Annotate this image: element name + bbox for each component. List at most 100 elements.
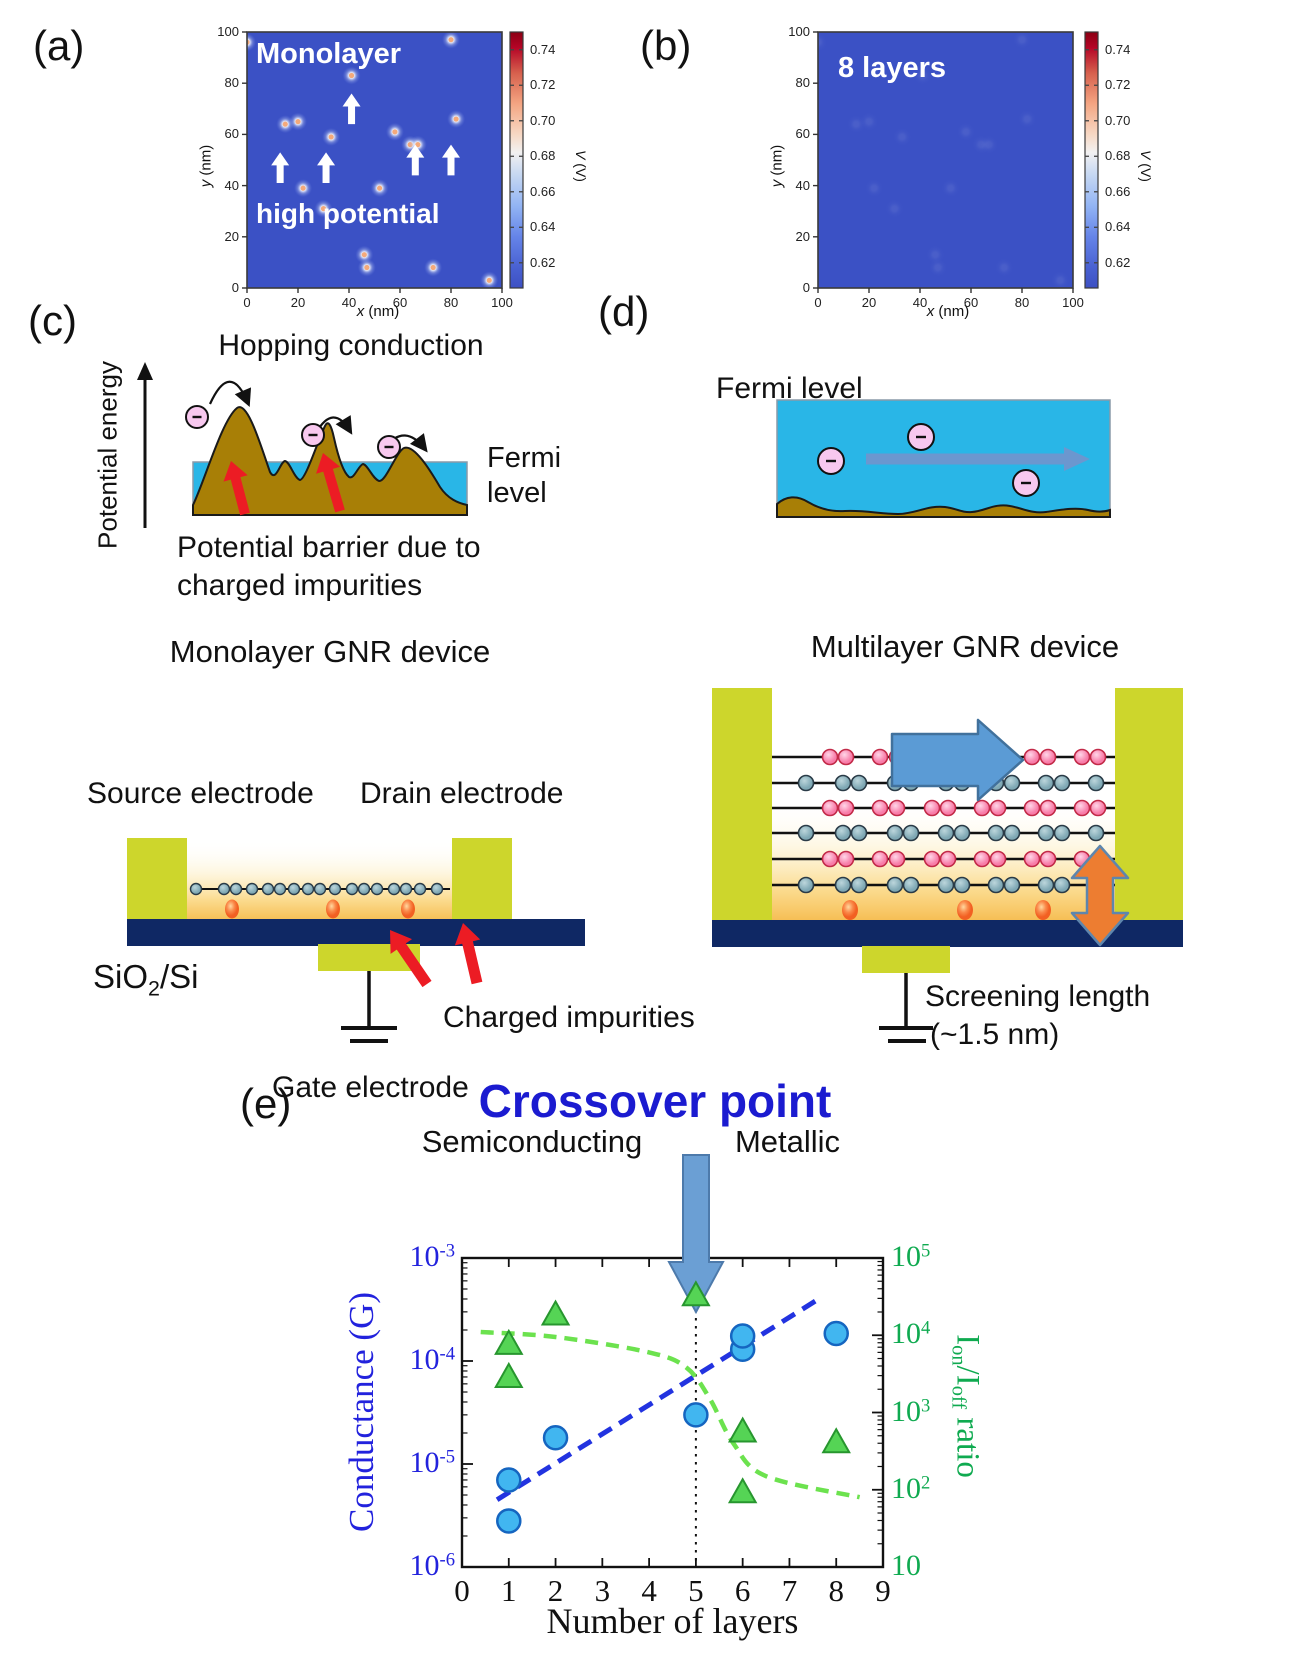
- heatmap-b-x-tick: 0: [814, 295, 822, 310]
- carbon-atom-icon: [301, 882, 315, 896]
- impurity-spot-core: [348, 72, 355, 79]
- impurity-spot-core: [320, 206, 327, 212]
- carbon-atom-icon: [902, 876, 920, 894]
- heatmap-a-x-axis-label: x (nm): [356, 303, 400, 320]
- source-electrode-tall: [712, 688, 772, 921]
- heatmap-a-y-tick: 60: [224, 126, 239, 142]
- chart-x-tick: 5: [688, 1573, 704, 1608]
- colorbar-a-tick: 0.68: [530, 148, 556, 164]
- heatmap-b-x-tick: 40: [912, 295, 928, 310]
- high-potential-arrow-icon: [406, 144, 425, 176]
- ratio-trend-curve: [480, 1329, 861, 1500]
- impurity-spot: [956, 122, 975, 141]
- chart-left-tick: 10-6: [409, 1549, 456, 1582]
- carbon-atom-icon: [989, 799, 1007, 817]
- carbon-atom-icon: [413, 882, 427, 896]
- screened-potential-landscape: [776, 496, 1111, 518]
- heatmap-a-title: Monolayer: [256, 38, 402, 70]
- impurity-spot-core: [295, 119, 301, 125]
- heatmap-b-y-tick: 80: [795, 75, 810, 91]
- heatmap-b-x-tick: 80: [1014, 295, 1030, 310]
- heatmap-b-y-tick: 20: [795, 228, 810, 244]
- heatmap-a-frame: [246, 31, 503, 289]
- carbon-atom-icon: [837, 748, 855, 766]
- carbon-atom-icon: [886, 876, 904, 894]
- carbon-atom-icon: [937, 876, 955, 894]
- impurity-spot: [941, 179, 960, 198]
- conductance-data-point: [823, 1320, 849, 1347]
- impurity-spot: [995, 258, 1014, 277]
- drain-electrode-tall: [1115, 688, 1183, 921]
- heatmap-b-title: 8 layers: [838, 52, 947, 84]
- high-potential-arrow-icon: [271, 152, 290, 184]
- impurity-spot-core: [392, 129, 398, 135]
- ratio-data-point: [681, 1280, 711, 1307]
- carbon-atom-icon: [229, 882, 243, 896]
- hop-arc-icon: [208, 380, 252, 408]
- impurity-spot-core: [364, 264, 370, 271]
- sio2-substrate: [127, 919, 585, 946]
- chart-right-tick: 103: [891, 1394, 931, 1428]
- carbon-atom-icon: [1053, 876, 1071, 894]
- impurity-spot-core: [361, 252, 367, 258]
- impurity-spot: [1051, 271, 1070, 288]
- carbon-atom-icon: [287, 882, 301, 896]
- crossover-point-title: Crossover point: [478, 1075, 832, 1127]
- carbon-atom-icon: [313, 882, 327, 896]
- carbon-atom-icon: [850, 824, 868, 842]
- charged-impurity-icon: [225, 899, 239, 919]
- carbon-atom-icon: [1089, 799, 1107, 817]
- potential-energy-axis-label: Potential energy: [92, 361, 123, 549]
- carbon-atom-icon: [1037, 774, 1055, 792]
- chart-x-tick: 3: [594, 1573, 611, 1608]
- screening-length-label: Screening length: [925, 980, 1151, 1013]
- colorbar-b-tick: 0.64: [1105, 219, 1131, 235]
- heatmap-a-y-tick: 40: [224, 177, 239, 193]
- carbon-atom-icon: [1039, 850, 1057, 868]
- panel-c-label: (c): [28, 297, 77, 344]
- heatmap-a-x-tick: 20: [290, 295, 306, 310]
- source-electrode: [127, 838, 187, 921]
- chart-left-tick: 10-4: [409, 1343, 456, 1376]
- carbon-atom-icon: [821, 748, 839, 766]
- heatmap-a-x-tick: 40: [341, 295, 357, 310]
- heatmap-a-x-tick: 0: [243, 295, 251, 310]
- impurity-spot: [928, 258, 947, 277]
- heatmap-a: [247, 32, 502, 288]
- carbon-atom-icon: [1023, 799, 1041, 817]
- heatmap-b: [818, 32, 1073, 288]
- ratio-data-point: [821, 1427, 851, 1454]
- high-potential-arrow-icon: [442, 144, 460, 176]
- carbon-atom-icon: [989, 850, 1007, 868]
- carbon-atom-icon: [888, 850, 906, 868]
- heatmap-b-y-tick: 40: [795, 177, 810, 193]
- potential-barrier-note: Potential barrier due to charged impurit…: [177, 531, 481, 602]
- heatmap-b-x-tick: 100: [1062, 295, 1084, 310]
- carbon-atom-icon: [217, 882, 231, 896]
- impurity-spot: [1018, 110, 1037, 129]
- carbon-atom-icon: [871, 799, 889, 817]
- heatmap-b-background: [818, 32, 1073, 288]
- chart-x-tick: 7: [781, 1573, 798, 1608]
- heatmap-a-x-tick: 60: [392, 295, 408, 310]
- conductance-data-point: [496, 1508, 522, 1534]
- carbon-atom-icon: [357, 882, 371, 896]
- carbon-atom-icon: [261, 882, 275, 896]
- carbon-atom-icon: [1053, 774, 1071, 792]
- gate-electrode-label: Gate electrode: [272, 1071, 469, 1104]
- impurity-spot-core: [300, 185, 306, 191]
- drain-electrode: [452, 838, 512, 921]
- carbon-atom-icon: [1037, 824, 1055, 842]
- chart-frame: [460, 1256, 885, 1569]
- source-electrode-label: Source electrode: [87, 777, 314, 810]
- ratio-data-point: [727, 1477, 758, 1504]
- chart-right-tick: 10: [891, 1549, 921, 1582]
- impurity-spot: [247, 33, 256, 52]
- colorbar-a-tick: 0.74: [530, 41, 556, 57]
- colorbar-b-tick: 0.68: [1105, 148, 1131, 164]
- impurity-spot-core: [486, 277, 492, 283]
- carbon-atom-icon: [923, 799, 941, 817]
- carbon-atom-icon: [273, 882, 287, 896]
- carbon-atom-icon: [1023, 850, 1041, 868]
- ratio-data-point: [494, 1328, 524, 1355]
